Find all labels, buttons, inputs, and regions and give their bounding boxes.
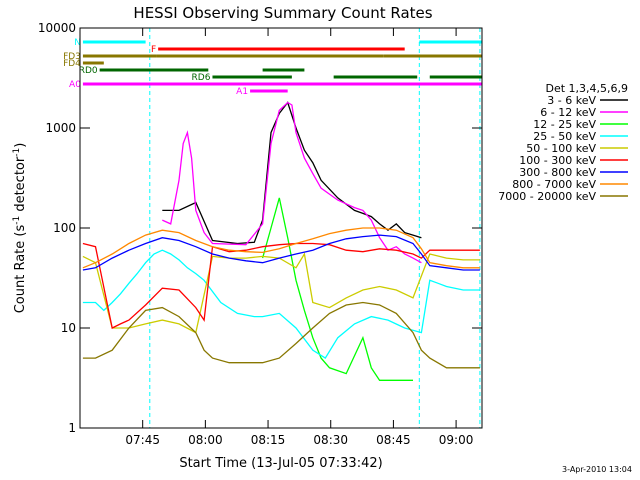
legend-label-5: 100 - 300 keV: [519, 154, 596, 167]
series-line-7: [82, 227, 480, 269]
legend-label-4: 50 - 100 keV: [526, 142, 596, 155]
flag-bar-label-fd4: FD4: [63, 59, 81, 69]
series-line-6: [82, 234, 480, 271]
y-axis-label-main: Count Rate (s: [13, 225, 28, 314]
y-axis-label-end: ): [13, 143, 28, 148]
flag-bar-label-n: N: [74, 38, 81, 48]
flag-bar-label-a0: A0: [69, 80, 81, 90]
series-line-3: [82, 249, 480, 360]
y-axis-ticks: 1 10 100 1000 10000: [38, 21, 482, 435]
x-tick-label-5: 09:00: [439, 433, 474, 447]
footer-date: 3-Apr-2010 13:04: [562, 465, 632, 474]
series-line-4: [82, 252, 480, 334]
series-line-5: [82, 242, 480, 329]
y-axis-label-sup1: -1: [12, 216, 22, 225]
y-tick-label-1: 10: [61, 321, 76, 335]
y-axis-label-mid: detector: [13, 156, 28, 216]
chart-title: HESSI Observing Summary Count Rates: [133, 4, 432, 22]
x-tick-label-3: 08:30: [313, 433, 348, 447]
y-axis-label-sup2: -1: [12, 148, 22, 157]
x-axis-ticks: 07:45 08:00 08:15 08:30 08:45 09:00: [125, 28, 473, 447]
legend-label-8: 7000 - 20000 keV: [498, 190, 596, 203]
series-line-8: [82, 301, 480, 369]
y-tick-label-0: 1: [68, 421, 76, 435]
flag-bar-label-rd6: RD6: [192, 73, 211, 83]
series-lines: [82, 101, 480, 381]
y-tick-label-3: 1000: [45, 121, 76, 135]
x-tick-label-4: 08:45: [376, 433, 411, 447]
y-tick-label-4: 10000: [38, 21, 76, 35]
series-line-2: [261, 197, 413, 381]
legend-label-7: 800 - 7000 keV: [512, 178, 596, 191]
y-tick-label-2: 100: [53, 221, 76, 235]
x-axis-label: Start Time (13-Jul-05 07:33:42): [179, 456, 382, 471]
series-line-1: [162, 101, 422, 264]
legend-label-0: 3 - 6 keV: [547, 94, 596, 107]
flag-bar-label-rd0: RD0: [79, 66, 98, 76]
flag-bar-label-fd3: FD3: [63, 52, 81, 62]
legend-title: Det 1,3,4,5,6,9: [545, 82, 628, 95]
flag-bar-label-f: F: [151, 45, 156, 55]
legend-label-6: 300 - 800 keV: [519, 166, 596, 179]
y-axis-label: Count Rate (s-1 detector-1): [12, 143, 28, 314]
legend-label-2: 12 - 25 keV: [533, 118, 596, 131]
flag-bar-label-a1: A1: [236, 87, 248, 97]
legend-label-1: 6 - 12 keV: [540, 106, 596, 119]
x-tick-label-2: 08:15: [251, 433, 286, 447]
legend-label-3: 25 - 50 keV: [533, 130, 596, 143]
x-tick-label-1: 08:00: [188, 433, 223, 447]
x-tick-label-0: 07:45: [125, 433, 160, 447]
